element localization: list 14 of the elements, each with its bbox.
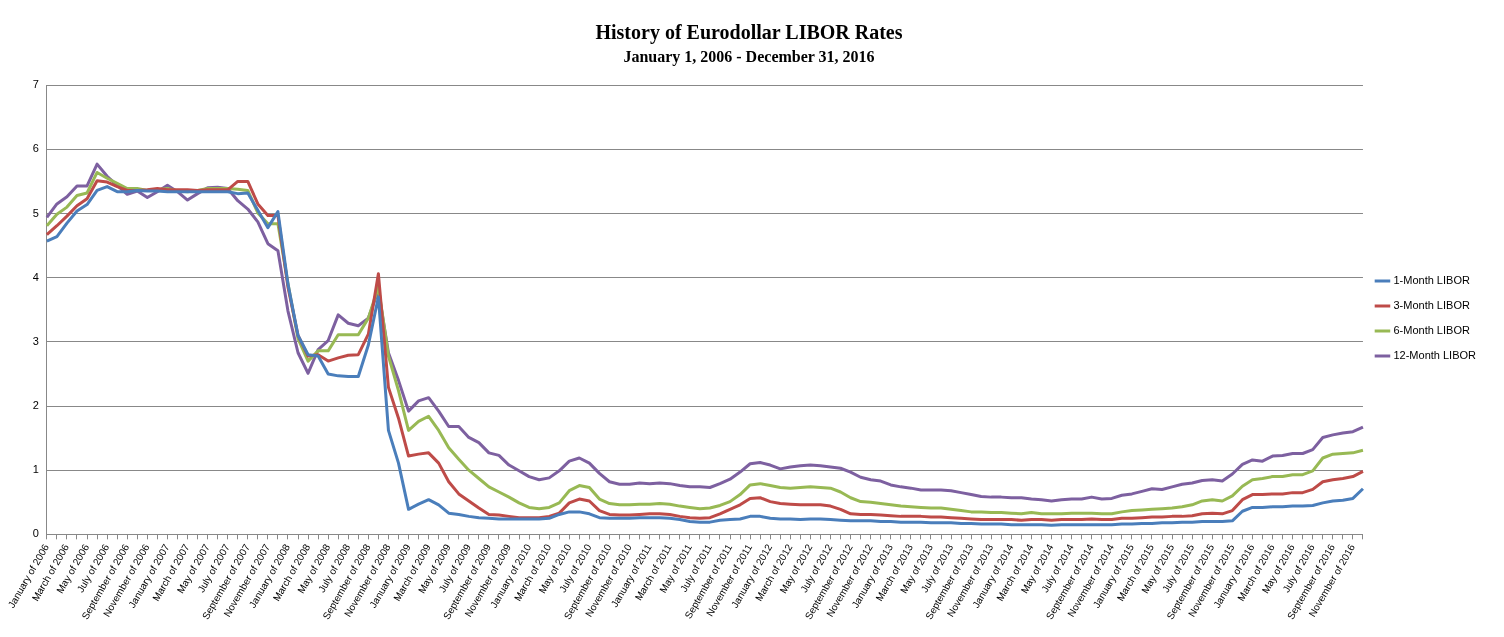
y-tick-label: 3	[32, 334, 39, 347]
y-tick-label: 0	[32, 527, 39, 540]
y-tick-label: 7	[32, 78, 39, 91]
y-tick-label: 4	[32, 270, 39, 283]
legend-label: 12-Month LIBOR	[1393, 349, 1477, 362]
chart-subtitle: January 1, 2006 - December 31, 2016	[623, 47, 875, 66]
chart-title: History of Eurodollar LIBOR Rates	[595, 21, 903, 45]
y-tick-label: 6	[32, 142, 39, 155]
y-tick-label: 5	[32, 206, 39, 219]
y-tick-label: 2	[32, 399, 39, 412]
legend-label: 6-Month LIBOR	[1393, 324, 1470, 337]
legend-label: 3-Month LIBOR	[1393, 299, 1470, 312]
legend-label: 1-Month LIBOR	[1393, 274, 1470, 287]
y-tick-label: 1	[32, 463, 39, 476]
